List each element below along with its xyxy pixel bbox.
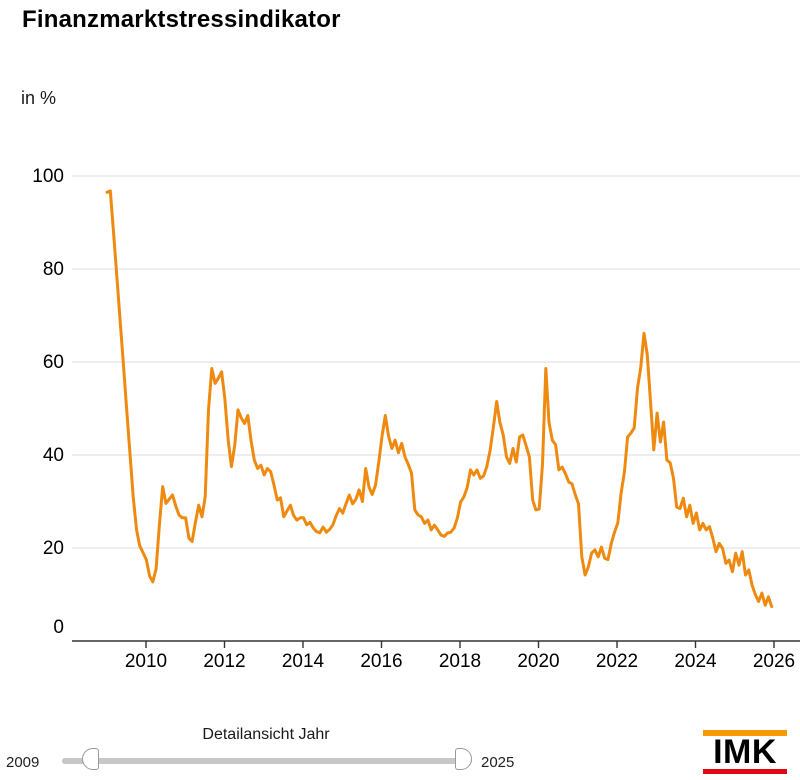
imk-logo: IMK [703, 730, 787, 774]
x-tick-label: 2024 [674, 651, 717, 672]
slider-title: Detailansicht Jahr [202, 726, 330, 743]
slider-handle-left[interactable] [82, 748, 99, 770]
x-tick-label: 2026 [753, 651, 795, 672]
x-tick-label: 2010 [125, 651, 167, 672]
y-tick-label: 80 [43, 259, 64, 280]
slider-max-label: 2025 [481, 754, 515, 771]
x-tick-label: 2014 [282, 651, 325, 672]
y-tick-label: 20 [43, 538, 64, 559]
x-tick-label: 2022 [596, 651, 638, 672]
x-tick-label: 2016 [360, 651, 402, 672]
y-tick-label: 0 [53, 617, 64, 638]
logo-bottom-bar [703, 769, 787, 774]
tick-labels: 0 20 40 60 80 100 2010 2012 2014 2016 2018 2020 2022… [32, 166, 795, 672]
slider-handle-right[interactable] [455, 748, 472, 770]
slider-min-label: 2009 [6, 754, 40, 771]
stress-indicator-line-chart: 0 20 40 60 80 100 2010 2012 2014 2016 2018 2020 2022… [32, 166, 800, 672]
unit-label: in % [21, 88, 57, 108]
y-tick-label: 100 [32, 166, 64, 187]
gridlines [72, 175, 800, 642]
axes [72, 640, 800, 648]
x-tick-label: 2012 [203, 651, 245, 672]
slider-track[interactable] [62, 758, 472, 764]
logo-top-bar [703, 730, 787, 736]
page-title: Finanzmarktstressindikator [22, 6, 341, 33]
year-range-slider[interactable] [62, 748, 472, 772]
x-tick-label: 2020 [517, 651, 559, 672]
y-tick-label: 40 [43, 445, 64, 466]
logo-text: IMK [713, 733, 777, 771]
y-tick-label: 60 [43, 352, 64, 373]
stress-indicator-line [105, 189, 774, 609]
x-tick-label: 2018 [439, 651, 481, 672]
